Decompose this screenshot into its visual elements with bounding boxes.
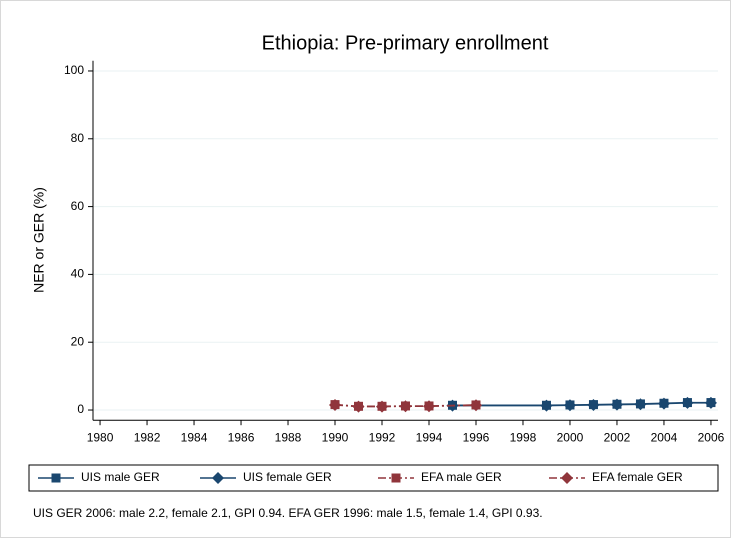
y-tick-label: 80 xyxy=(71,131,85,145)
point xyxy=(329,398,342,411)
point xyxy=(587,398,600,411)
point xyxy=(704,396,717,409)
y-tick-label: 60 xyxy=(71,199,85,213)
y-tick-label: 0 xyxy=(77,402,84,416)
x-tick-label: 1994 xyxy=(416,430,443,444)
legend-marker xyxy=(212,472,224,484)
point xyxy=(399,400,412,413)
point xyxy=(657,397,670,410)
point xyxy=(610,398,623,411)
point xyxy=(352,400,365,413)
x-tick-label: 2002 xyxy=(604,430,631,444)
point xyxy=(681,396,694,409)
point xyxy=(469,399,482,412)
x-tick-label: 1990 xyxy=(322,430,349,444)
x-tick-label: 2000 xyxy=(557,430,584,444)
point xyxy=(540,399,553,412)
y-tick-label: 40 xyxy=(71,267,85,281)
y-tick-label: 20 xyxy=(71,334,85,348)
point xyxy=(376,400,389,413)
legend-label: UIS female GER xyxy=(243,470,332,484)
legend-label: EFA female GER xyxy=(592,470,683,484)
x-tick-label: 1984 xyxy=(181,430,208,444)
x-tick-label: 1980 xyxy=(87,430,114,444)
note: UIS GER 2006: male 2.2, female 2.1, GPI … xyxy=(33,506,543,520)
y-tick-label: 100 xyxy=(64,63,84,77)
point xyxy=(634,398,647,411)
point xyxy=(422,400,435,413)
legend-marker xyxy=(51,473,61,483)
chart-title: Ethiopia: Pre-primary enrollment xyxy=(262,32,549,54)
legend-marker xyxy=(391,473,401,483)
x-tick-label: 2006 xyxy=(698,430,725,444)
point xyxy=(563,399,576,412)
legend-label: UIS male GER xyxy=(81,470,160,484)
x-tick-label: 1998 xyxy=(510,430,537,444)
x-tick-label: 1988 xyxy=(275,430,302,444)
legend-marker xyxy=(561,472,573,484)
x-tick-label: 1996 xyxy=(463,430,490,444)
x-tick-label: 1982 xyxy=(134,430,161,444)
x-tick-label: 1992 xyxy=(369,430,396,444)
legend-box xyxy=(28,464,719,492)
y-axis-label: NER or GER (%) xyxy=(31,187,47,293)
x-tick-label: 1986 xyxy=(228,430,255,444)
x-tick-label: 2004 xyxy=(651,430,678,444)
legend-label: EFA male GER xyxy=(421,470,502,484)
